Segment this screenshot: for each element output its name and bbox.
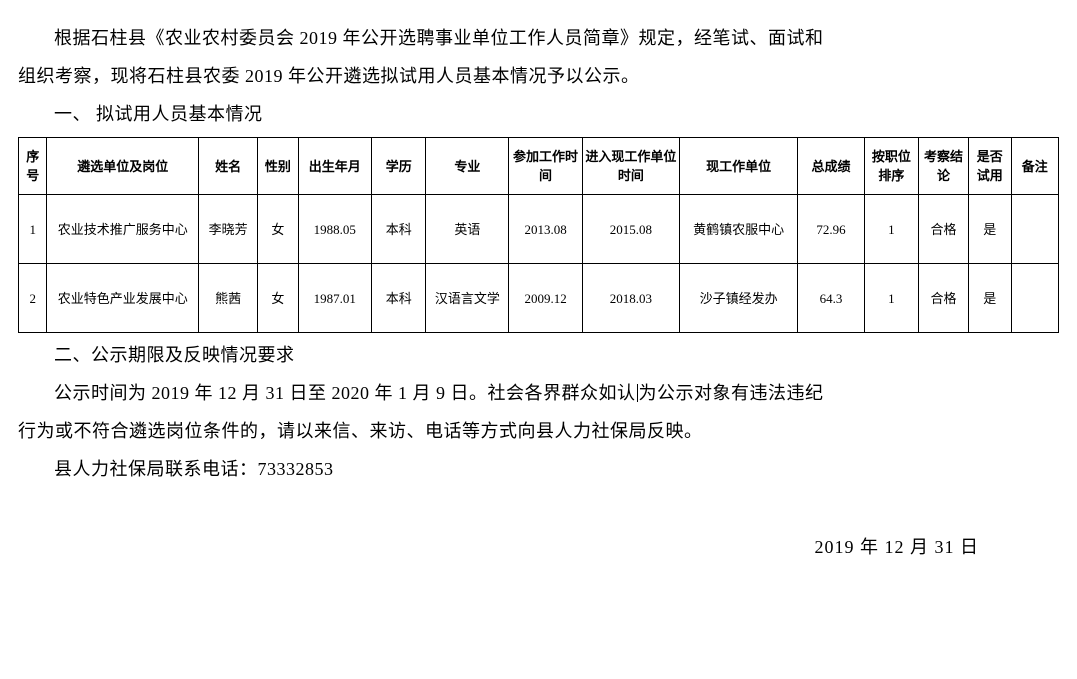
cell-sex: 女 bbox=[258, 195, 298, 264]
notice-paragraph-line2: 行为或不符合遴选岗位条件的，请以来信、来访、电话等方式向县人力社保局反映。 bbox=[18, 413, 1059, 451]
cell-name: 李晓芳 bbox=[199, 195, 258, 264]
col-header-work-time: 参加工作时间 bbox=[509, 138, 582, 195]
cell-sex: 女 bbox=[258, 264, 298, 333]
contact-line: 县人力社保局联系电话：7333​2853 bbox=[18, 451, 1059, 489]
cell-seq: 2 bbox=[19, 264, 47, 333]
col-header-cur-unit: 现工作单位 bbox=[679, 138, 797, 195]
col-header-rank: 按职位排序 bbox=[864, 138, 918, 195]
col-header-name: 姓名 bbox=[199, 138, 258, 195]
intro-paragraph-line1: 根据石柱县《农业农村委员会 2019 年公开选聘事业单位工作人员简章》规定，经笔… bbox=[18, 20, 1059, 58]
cell-eval: 合格 bbox=[919, 264, 969, 333]
cell-rank: 1 bbox=[864, 195, 918, 264]
intro-paragraph-line2: 组织考察，现将石柱县农委 2019 年公开遴选拟试用人员基本情况予以公示。 bbox=[18, 58, 1059, 96]
col-header-seq: 序号 bbox=[19, 138, 47, 195]
cell-birth: 1987.01 bbox=[298, 264, 371, 333]
cell-score: 72.96 bbox=[798, 195, 864, 264]
table-row: 2 农业特色产业发展中心 熊茜 女 1987.01 本科 汉语言文学 2009.… bbox=[19, 264, 1059, 333]
cell-work-time: 2013.08 bbox=[509, 195, 582, 264]
notice-paragraph-line1: 公示时间为 2019 年 12 月 31 日至 2020 年 1 月 9 日。社… bbox=[18, 375, 1059, 413]
cell-birth: 1988.05 bbox=[298, 195, 371, 264]
col-header-note: 备注 bbox=[1011, 138, 1058, 195]
cell-eval: 合格 bbox=[919, 195, 969, 264]
table-row: 1 农业技术推广服务中心 李晓芳 女 1988.05 本科 英语 2013.08… bbox=[19, 195, 1059, 264]
col-header-sex: 性别 bbox=[258, 138, 298, 195]
date-line: 2019 年 12 月 31 日 bbox=[18, 529, 1059, 567]
cell-name: 熊茜 bbox=[199, 264, 258, 333]
col-header-edu: 学历 bbox=[371, 138, 425, 195]
col-header-eval: 考察结论 bbox=[919, 138, 969, 195]
cell-enter-time: 2018.03 bbox=[582, 264, 679, 333]
cell-edu: 本科 bbox=[371, 264, 425, 333]
cell-major: 英语 bbox=[426, 195, 509, 264]
cell-work-time: 2009.12 bbox=[509, 264, 582, 333]
cell-note bbox=[1011, 195, 1058, 264]
col-header-unit: 遴选单位及岗位 bbox=[47, 138, 199, 195]
personnel-table: 序号 遴选单位及岗位 姓名 性别 出生年月 学历 专业 参加工作时间 进入现工作… bbox=[18, 137, 1059, 333]
col-header-enter-time: 进入现工作单位时间 bbox=[582, 138, 679, 195]
col-header-trial: 是否试用 bbox=[968, 138, 1011, 195]
cell-score: 64.3 bbox=[798, 264, 864, 333]
cell-cur-unit: 黄鹤镇农服中心 bbox=[679, 195, 797, 264]
section-1-heading: 一、 拟试用人员基本情况 bbox=[18, 96, 1059, 134]
col-header-birth: 出生年月 bbox=[298, 138, 371, 195]
cell-edu: 本科 bbox=[371, 195, 425, 264]
cell-enter-time: 2015.08 bbox=[582, 195, 679, 264]
cell-major: 汉语言文学 bbox=[426, 264, 509, 333]
cell-rank: 1 bbox=[864, 264, 918, 333]
notice-text-part-a: 公示时间为 2019 年 12 月 31 日至 2020 年 1 月 9 日。社… bbox=[54, 383, 636, 403]
cell-unit: 农业技术推广服务中心 bbox=[47, 195, 199, 264]
col-header-score: 总成绩 bbox=[798, 138, 864, 195]
cell-trial: 是 bbox=[968, 264, 1011, 333]
notice-text-part-b: 为公示对象有违法违纪 bbox=[639, 383, 824, 403]
table-header-row: 序号 遴选单位及岗位 姓名 性别 出生年月 学历 专业 参加工作时间 进入现工作… bbox=[19, 138, 1059, 195]
section-2-heading: 二、公示期限及反映情况要求 bbox=[18, 337, 1059, 375]
cell-cur-unit: 沙子镇经发办 bbox=[679, 264, 797, 333]
cell-seq: 1 bbox=[19, 195, 47, 264]
cell-note bbox=[1011, 264, 1058, 333]
col-header-major: 专业 bbox=[426, 138, 509, 195]
cell-unit: 农业特色产业发展中心 bbox=[47, 264, 199, 333]
cell-trial: 是 bbox=[968, 195, 1011, 264]
